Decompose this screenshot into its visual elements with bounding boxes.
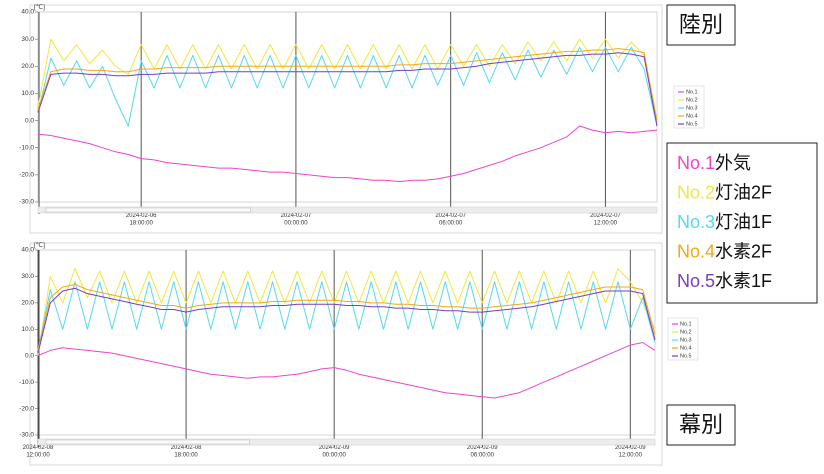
- y-tick-label: 30.0: [21, 36, 34, 43]
- x-tick-label: 2024-02-09 12:00:00: [615, 445, 646, 459]
- scrollbar-track: [37, 206, 658, 214]
- legend-entry: No.1外気: [677, 153, 751, 173]
- legend-entry: No.2灯油2F: [677, 182, 772, 202]
- y-tick-label: -30.0: [19, 432, 34, 439]
- legend-series-name: No.2: [677, 182, 715, 202]
- y-tick-label: 20.0: [21, 63, 34, 70]
- mini-legend-label: No.4: [680, 345, 692, 351]
- mini-legend-box: [673, 85, 705, 129]
- y-tick-label: -30.0: [19, 199, 34, 206]
- x-tick-label: 2024-02-07 06:00:00: [435, 213, 466, 227]
- y-tick-label: 0.0: [25, 117, 34, 124]
- mini-legend-label: No.3: [686, 105, 698, 111]
- series-line: [37, 48, 658, 121]
- legend-series-name: No.3: [677, 212, 715, 232]
- x-tick-label: 2024-02-07 12:00:00: [590, 213, 621, 227]
- legend-series-label: 外気: [715, 153, 751, 173]
- y-tick-label: 10.0: [21, 90, 34, 97]
- series-line: [37, 46, 658, 127]
- legend-series-name: No.1: [677, 153, 715, 173]
- legend-series-label: 水素1F: [715, 271, 772, 291]
- series-line: [37, 52, 658, 127]
- y-tick-label: -10.0: [19, 379, 34, 386]
- legend-entry: No.5水素1F: [677, 271, 772, 291]
- unit-label: [℃]: [34, 3, 45, 11]
- series-line: [37, 125, 658, 183]
- station-box: [666, 404, 736, 446]
- y-tick-label: 10.0: [21, 326, 34, 333]
- legend-panel: [666, 142, 818, 304]
- y-tick-label: -20.0: [19, 172, 34, 179]
- series-line: [37, 268, 656, 356]
- station-label: 幕別: [679, 412, 723, 437]
- mini-legend-label: No.4: [686, 113, 698, 119]
- plot-area: [37, 249, 656, 436]
- scrollbar-thumb: [45, 207, 251, 213]
- scrollbar-thumb: [45, 439, 250, 445]
- x-tick-label: 2024-02-09 06:00:00: [467, 445, 498, 459]
- mini-legend-label: No.2: [680, 329, 692, 335]
- series-line: [37, 287, 656, 354]
- x-tick-label: 2024-02-07 00:00:00: [281, 213, 312, 227]
- plot-area: [37, 11, 658, 203]
- y-tick-label: -10.0: [19, 144, 34, 151]
- mini-legend-label: No.1: [686, 89, 698, 95]
- y-tick-label: 40.0: [21, 247, 34, 254]
- unit-label: [℃]: [34, 241, 45, 249]
- y-tick-label: -20.0: [19, 405, 34, 412]
- legend-series-label: 水素2F: [715, 241, 772, 261]
- station-label: 陸別: [679, 12, 723, 37]
- y-tick-label: 20.0: [21, 300, 34, 307]
- legend-series-label: 灯油2F: [715, 182, 772, 202]
- x-tick-label: 2024-02-09 00:00:00: [319, 445, 350, 459]
- legend-series-name: No.5: [677, 271, 715, 291]
- series-line: [37, 283, 656, 351]
- mini-legend-label: No.3: [680, 337, 692, 343]
- y-tick-label: 0.0: [25, 352, 34, 359]
- mini-legend-box: [667, 317, 699, 361]
- series-line: [37, 281, 656, 351]
- mini-legend-label: No.1: [680, 321, 692, 327]
- scrollbar-track: [37, 438, 656, 446]
- legend-series-label: 灯油1F: [715, 212, 772, 232]
- series-line: [37, 342, 656, 399]
- mini-legend-label: No.5: [680, 353, 692, 359]
- legend-entry: No.4水素2F: [677, 241, 772, 261]
- mini-legend-label: No.5: [686, 121, 698, 127]
- legend-entry: No.3灯油1F: [677, 212, 772, 232]
- y-tick-label: 40.0: [21, 9, 34, 16]
- station-box: [666, 4, 736, 46]
- x-tick-label: 2024-02-08 18:00:00: [171, 445, 202, 459]
- x-tick-label: 2024-02-06 18:00:00: [126, 213, 157, 227]
- series-line: [37, 38, 658, 121]
- x-tick-label: 2024-02-08 12:00:00: [23, 445, 54, 459]
- y-tick-label: 30.0: [21, 273, 34, 280]
- legend-series-name: No.4: [677, 241, 715, 261]
- mini-legend-label: No.2: [686, 97, 698, 103]
